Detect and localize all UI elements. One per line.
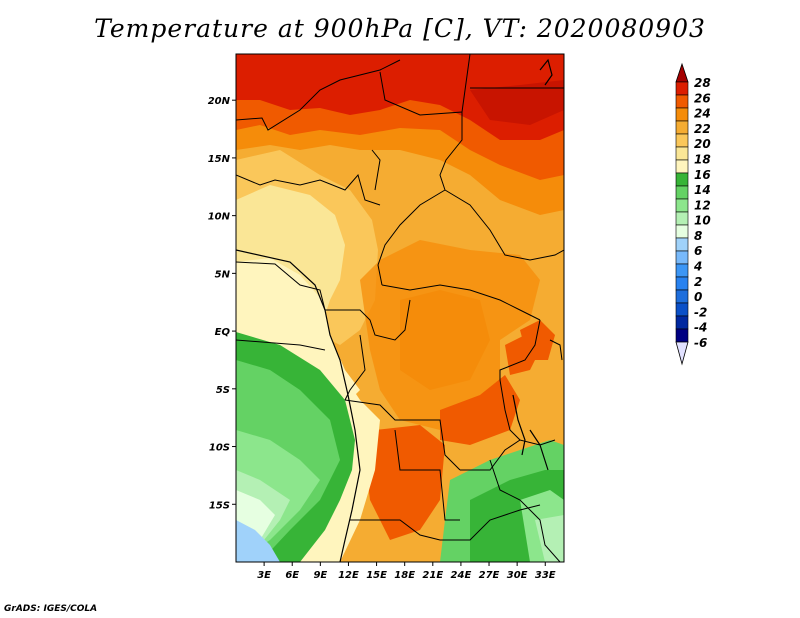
colorbar-bottom-arrow [675, 341, 689, 366]
colorbar-segment [675, 159, 689, 174]
lat-tick-label: 5N [215, 269, 231, 280]
colorbar-label: 14 [694, 183, 711, 197]
colorbar-label: 22 [694, 122, 711, 136]
map-frame [235, 53, 565, 563]
colorbar-segment [675, 81, 689, 96]
colorbar-label: 12 [694, 198, 711, 212]
lon-tick-label: 21E [422, 570, 443, 581]
lat-tick-label: 20N [208, 96, 231, 107]
lon-tick-label: 30E [507, 570, 528, 581]
colorbar-segment [675, 133, 689, 148]
lat-tick-label: 10N [208, 212, 231, 223]
colorbar-segment [675, 120, 689, 135]
lon-tick-label: 6E [285, 570, 299, 581]
colorbar-segment [675, 107, 689, 122]
lat-tick-label: 10S [209, 443, 230, 454]
colorbar-segment [675, 328, 689, 343]
colorbar-segment [675, 315, 689, 330]
lon-tick-label: 33E [535, 570, 556, 581]
colorbar-label: -6 [694, 336, 707, 350]
colorbar-segment [675, 289, 689, 304]
figure-title: Temperature at 900hPa [C], VT: 202008090… [94, 14, 706, 43]
colorbar-label: 0 [694, 290, 702, 304]
colorbar-segment [675, 211, 689, 226]
colorbar-label: 16 [694, 168, 711, 182]
lon-tick-label: 27E [479, 570, 500, 581]
colorbar-label: 28 [694, 76, 711, 90]
colorbar-label: 26 [694, 91, 711, 105]
colorbar-label: 20 [694, 137, 711, 151]
colorbar-segment [675, 250, 689, 265]
longitude-axis: 3E 6E 9E 12E 15E 18E 21E 24E 27E 30E 33E [257, 562, 556, 581]
colorbar-label: 24 [694, 107, 711, 121]
colorbar-segment [675, 198, 689, 213]
lon-tick-label: 3E [257, 570, 271, 581]
latitude-axis: 20N 15N 10N 5N EQ 5S 10S 15S [208, 96, 236, 511]
colorbar-label: 4 [693, 260, 702, 274]
colorbar-segment [675, 276, 689, 291]
colorbar-segment [675, 263, 689, 278]
colorbar-label: 6 [694, 244, 702, 258]
lon-tick-label: 24E [451, 570, 472, 581]
temperature-field [236, 54, 564, 562]
lon-tick-label: 15E [366, 570, 387, 581]
colorbar-segment [675, 146, 689, 161]
lon-tick-label: 12E [338, 570, 359, 581]
colorbar-segment [675, 172, 689, 187]
colorbar-label: -2 [694, 305, 707, 319]
colorbar-segment [675, 224, 689, 239]
colorbar-top-arrow [675, 62, 689, 83]
colorbar-segment [675, 94, 689, 109]
colorbar-segment [675, 185, 689, 200]
colorbar-segment [675, 302, 689, 317]
colorbar-label: 10 [694, 214, 711, 228]
lat-tick-label: 15S [209, 500, 230, 511]
colorbar-label: 2 [694, 275, 702, 289]
colorbar-label: 8 [694, 229, 702, 243]
colorbar-segment [675, 237, 689, 252]
lat-tick-label: EQ [215, 327, 231, 338]
lat-tick-label: 15N [208, 154, 231, 165]
colorbar-label: 18 [694, 152, 711, 166]
lon-tick-label: 9E [313, 570, 327, 581]
colorbar-label: -4 [694, 321, 707, 335]
credit-label: GrADS: IGES/COLA [4, 604, 98, 614]
lon-tick-label: 18E [394, 570, 415, 581]
lat-tick-label: 5S [216, 385, 230, 396]
